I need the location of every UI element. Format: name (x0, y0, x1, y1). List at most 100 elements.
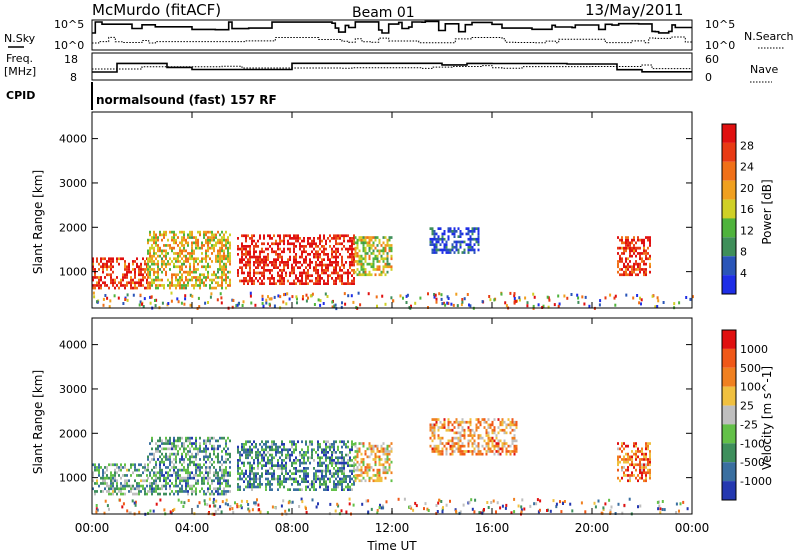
heatmap-cell (245, 263, 247, 267)
heatmap-cell (279, 242, 281, 246)
heatmap-cell (469, 235, 472, 238)
heatmap-cell (245, 453, 247, 457)
heatmap-cell (279, 445, 281, 449)
heatmap-cell (441, 450, 444, 453)
heatmap-cell (217, 252, 219, 255)
heatmap-cell (364, 471, 367, 475)
heatmap-cell (247, 274, 249, 277)
heatmap-cell (106, 504, 109, 508)
heatmap-cell (251, 467, 253, 470)
heatmap-cell (185, 484, 187, 488)
heatmap-cell (321, 263, 323, 267)
heatmap-cell (313, 477, 315, 481)
heatmap-cell (93, 295, 96, 299)
heatmap-cell (329, 502, 332, 506)
heatmap-cell (449, 439, 452, 443)
heatmap-cell (245, 234, 247, 238)
heatmap-cell (271, 443, 273, 446)
heatmap-cell (221, 463, 223, 467)
heatmap-cell (106, 466, 108, 469)
heatmap-cell (213, 278, 215, 282)
heatmap-cell (299, 461, 301, 465)
heatmap-cell (221, 260, 223, 263)
heatmap-cell (171, 238, 173, 242)
heatmap-cell (645, 458, 647, 461)
heatmap-cell (106, 484, 108, 488)
heatmap-cell (216, 298, 219, 302)
heatmap-cell (195, 257, 197, 261)
heatmap-cell (491, 439, 494, 443)
heatmap-cell (219, 476, 221, 480)
heatmap-cell (149, 254, 151, 258)
heatmap-cell (225, 230, 227, 234)
heatmap-cell (356, 262, 359, 266)
heatmap-cell (183, 442, 185, 445)
heatmap-cell (303, 461, 305, 465)
heatmap-cell (333, 475, 335, 478)
heatmap-cell (185, 241, 187, 245)
heatmap-cell (459, 420, 462, 424)
heatmap-cell (277, 488, 279, 491)
heatmap-cell (170, 299, 173, 303)
heatmap-cell (213, 466, 215, 469)
heatmap-cell (144, 468, 146, 472)
heatmap-cell (649, 468, 651, 472)
heatmap-cell (112, 260, 114, 263)
heatmap-cell (185, 476, 187, 480)
heatmap-cell (604, 502, 607, 506)
heatmap-cell (513, 423, 516, 427)
heatmap-cell (323, 282, 325, 285)
heatmap-cell (108, 463, 110, 467)
heatmap-cell (255, 480, 257, 483)
heatmap-cell (639, 268, 641, 271)
heatmap-cell (362, 249, 365, 253)
x-tick-label: 08:00 (275, 521, 310, 535)
heatmap-cell (98, 286, 100, 290)
colorbar-tick-label: -100 (740, 437, 765, 450)
heatmap-cell (273, 456, 275, 460)
heatmap-cell (327, 258, 329, 261)
heatmap-cell (325, 453, 327, 457)
heatmap-cell (621, 468, 623, 472)
heatmap-cell (243, 461, 245, 465)
heatmap-cell (632, 296, 635, 300)
heatmap-cell (110, 281, 112, 285)
heatmap-cell (297, 469, 299, 473)
heatmap-cell (483, 420, 486, 424)
heatmap-cell (205, 476, 207, 480)
heatmap-cell (455, 245, 458, 249)
heatmap-cell (439, 237, 442, 241)
heatmap-cell (147, 466, 149, 469)
heatmap-cell (151, 281, 153, 285)
heatmap-cell (437, 501, 440, 505)
heatmap-cell (211, 286, 213, 290)
heatmap-cell (625, 257, 627, 261)
heatmap-cell (503, 442, 506, 445)
heatmap-cell (138, 474, 140, 477)
heatmap-cell (637, 463, 639, 467)
heatmap-cell (368, 236, 371, 239)
heatmap-cell (173, 452, 175, 456)
heatmap-cell (335, 250, 337, 254)
heatmap-cell (286, 292, 289, 296)
heatmap-cell (211, 244, 213, 247)
heatmap-cell (142, 479, 144, 483)
heatmap-cell (187, 284, 189, 287)
heatmap-cell (138, 281, 140, 285)
heatmap-cell (627, 452, 629, 456)
heatmap-cell (441, 235, 444, 238)
heatmap-cell (629, 252, 631, 255)
freq-label-line2: [MHz] (4, 65, 36, 78)
heatmap-cell (651, 294, 654, 298)
heatmap-cell (287, 488, 289, 491)
heatmap-cell (617, 463, 619, 467)
heatmap-cell (227, 458, 229, 461)
heatmap-cell (384, 273, 387, 277)
heatmap-cell (321, 451, 323, 454)
heatmap-cell (268, 302, 271, 306)
heatmap-cell (92, 291, 95, 295)
heatmap-cell (241, 448, 243, 452)
heatmap-cell (257, 258, 259, 261)
heatmap-cell (386, 444, 389, 448)
heatmap-cell (255, 242, 257, 246)
